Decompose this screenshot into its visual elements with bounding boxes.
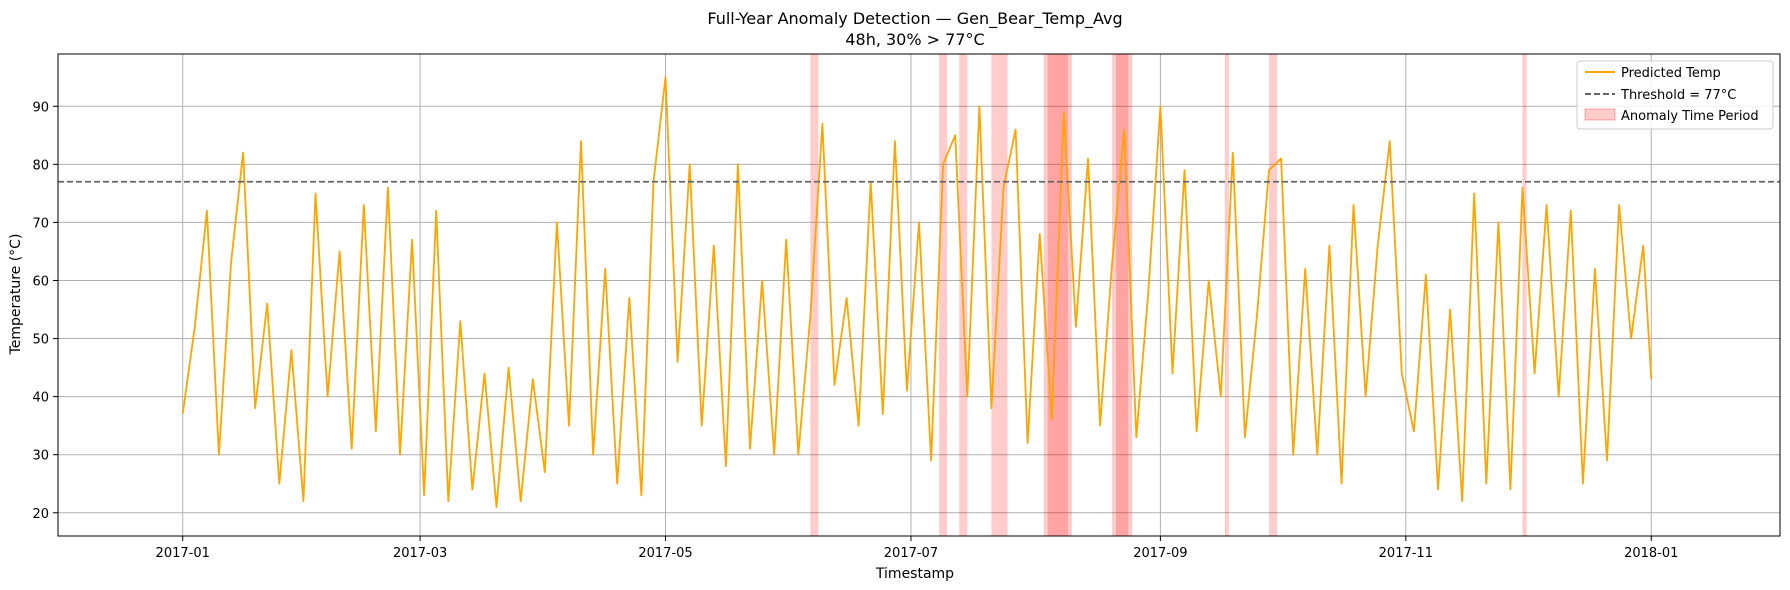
y-tick-label: 60 [32,274,49,289]
anomaly-span [939,54,948,536]
anomaly-periods [810,54,1527,536]
legend-box [1576,60,1774,130]
anomaly-span [1224,54,1229,536]
tick-labels: 2017-01 2017-03 2017-05 2017-07 2017-09 2017-… [32,100,1678,561]
y-tick-label: 50 [32,333,49,348]
y-tick-label: 30 [32,449,49,464]
x-tick-label: 2017-07 [884,546,938,561]
plot-frame [57,53,1781,537]
grid [58,54,1780,536]
legend-label-threshold: Threshold = 77°C [1620,88,1736,103]
y-tick-label: 80 [32,158,49,173]
x-tick-label: 2017-11 [1379,546,1433,561]
chart-subtitle: 48h, 30% > 77°C [845,30,984,49]
legend-anomaly-swatch [1584,108,1616,121]
series-layer [181,76,1653,508]
x-tick-label: 2017-01 [156,546,210,561]
anomaly-span [1047,54,1072,536]
y-tick-label: 90 [32,100,49,115]
series-line [181,76,1653,508]
chart-title: Full-Year Anomaly Detection — Gen_Bear_T… [707,9,1122,29]
anomaly-span [810,54,819,536]
axes [53,53,1781,541]
x-tick-label: 2017-09 [1133,546,1187,561]
x-tick-label: 2017-03 [393,546,447,561]
legend-label-anomaly: Anomaly Time Period [1621,109,1759,124]
x-tick-label: 2018-01 [1624,546,1678,561]
anomaly-span [1112,54,1129,536]
y-tick-label: 70 [32,216,49,231]
y-axis-label: Temperature (°C) [8,234,24,356]
y-tick-label: 20 [32,507,49,522]
x-axis-label: Timestamp [875,566,954,582]
y-tick-label: 40 [32,391,49,406]
legend: Predicted Temp Threshold = 77°C Anomaly … [1576,60,1774,130]
anomaly-span [1522,54,1527,536]
anomaly-span [1269,54,1278,536]
anomaly-span [991,54,1008,536]
legend-label-series: Predicted Temp [1621,66,1721,81]
x-tick-label: 2017-05 [638,546,692,561]
